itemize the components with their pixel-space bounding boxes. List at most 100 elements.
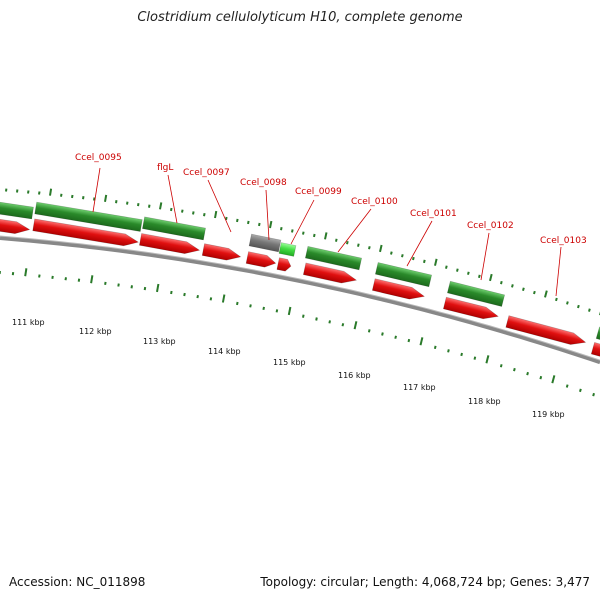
scale-tick: [367, 329, 371, 333]
upper-tick: [115, 200, 118, 204]
scale-tick: [249, 304, 252, 308]
upper-tick: [511, 284, 514, 288]
scale-tick: [341, 323, 345, 327]
forward-gene-5: [374, 262, 433, 288]
scale-tick: [513, 367, 516, 372]
upper-tick: [566, 301, 569, 305]
scale-tick: [407, 338, 411, 343]
upper-tick: [324, 232, 328, 240]
scale-tick: [419, 337, 424, 346]
gene-label-leader: [406, 220, 433, 267]
scale-tick: [460, 352, 463, 357]
upper-tick: [82, 196, 85, 200]
upper-tick: [192, 211, 195, 215]
scale-tick: [64, 277, 67, 281]
upper-tick: [412, 256, 415, 261]
gene-label: Ccel_0103: [540, 236, 587, 246]
scale-tick: [51, 275, 54, 279]
scale-tick: [473, 356, 477, 360]
upper-tick: [159, 202, 163, 210]
scale-tick: [394, 335, 397, 339]
scale-tick: [565, 384, 569, 388]
reverse-gene-2: [32, 218, 140, 247]
scale-label-kbp: 117 kbp: [403, 383, 436, 392]
reverse-gene-7: [302, 262, 358, 284]
scale-tick: [592, 392, 595, 397]
reverse-gene-1: [0, 213, 31, 234]
upper-tick: [357, 243, 360, 247]
upper-tick: [368, 246, 371, 250]
scale-tick: [156, 283, 160, 293]
gene-label: Ccel_0100: [351, 197, 398, 207]
reverse-gene-4: [201, 243, 242, 261]
gene-highlighted: [278, 242, 297, 257]
gene-label-leader: [555, 246, 562, 297]
gene-label-leader: [207, 179, 232, 233]
gene-label: Ccel_0097: [183, 168, 230, 178]
scale-tick: [381, 332, 384, 336]
upper-tick: [291, 229, 294, 233]
forward-gene-2: [34, 201, 143, 232]
scale-tick: [262, 306, 265, 311]
upper-tick: [93, 197, 96, 201]
scale-tick: [104, 281, 107, 285]
forward-gene-3: [142, 216, 206, 241]
gene-label-leader: [480, 232, 490, 281]
reverse-gene-3: [139, 233, 201, 254]
scale-label-kbp: 118 kbp: [468, 397, 501, 406]
scale-label-kbp: 119 kbp: [532, 410, 565, 419]
upper-tick: [456, 268, 459, 272]
forward-gene-6: [447, 280, 505, 307]
upper-tick: [478, 274, 481, 279]
upper-tick: [181, 209, 184, 213]
scale-tick: [485, 355, 490, 364]
scale-tick: [539, 375, 543, 380]
upper-tick: [126, 201, 129, 205]
upper-tick: [467, 271, 470, 275]
reverse-gene-8: [371, 278, 426, 300]
scale-tick: [551, 375, 556, 384]
upper-tick: [214, 210, 218, 219]
upper-tick: [280, 227, 283, 231]
upper-tick: [346, 240, 349, 245]
scale-tick: [170, 290, 173, 295]
scale-tick: [77, 278, 81, 282]
genome-summary-text: Topology: circular; Length: 4,068,724 bp…: [260, 575, 590, 589]
upper-tick: [577, 304, 580, 309]
gene-label-leader: [92, 167, 101, 213]
scale-tick: [315, 317, 318, 321]
gene-label: Ccel_0099: [295, 187, 342, 197]
upper-tick: [379, 244, 383, 253]
gene-label-leader: [265, 189, 270, 241]
scale-tick: [526, 371, 529, 376]
scale-tick: [196, 294, 199, 299]
upper-tick: [423, 259, 426, 264]
gene-label: Ccel_0101: [410, 209, 457, 219]
scale-label-kbp: 115 kbp: [273, 358, 306, 367]
scale-tick: [221, 294, 226, 303]
scale-tick: [579, 388, 582, 393]
upper-tick: [489, 273, 493, 282]
gene-label-leader: [337, 208, 372, 253]
upper-tick: [555, 297, 558, 302]
gene-label: Ccel_0102: [467, 221, 514, 231]
reverse-gene-9: [443, 296, 499, 320]
forward-gene-1: [0, 196, 34, 220]
scale-tick: [302, 314, 305, 318]
scale-tick: [236, 301, 239, 306]
scale-tick: [183, 292, 186, 297]
scale-tick: [447, 349, 450, 353]
scale-tick: [209, 297, 213, 301]
upper-tick: [533, 290, 536, 295]
gene-ccel-0098: [248, 233, 282, 253]
gene-label-leader: [290, 199, 315, 245]
forward-gene-4: [304, 245, 363, 271]
scale-label-kbp: 111 kbp: [12, 318, 45, 327]
scale-tick: [433, 345, 437, 350]
genome-backbone-highlight: [0, 235, 600, 361]
reverse-gene-5: [245, 251, 277, 268]
upper-tick: [225, 216, 228, 221]
upper-tick: [104, 194, 108, 202]
map-title: Clostridium cellulolyticum H10, complete…: [137, 10, 463, 25]
